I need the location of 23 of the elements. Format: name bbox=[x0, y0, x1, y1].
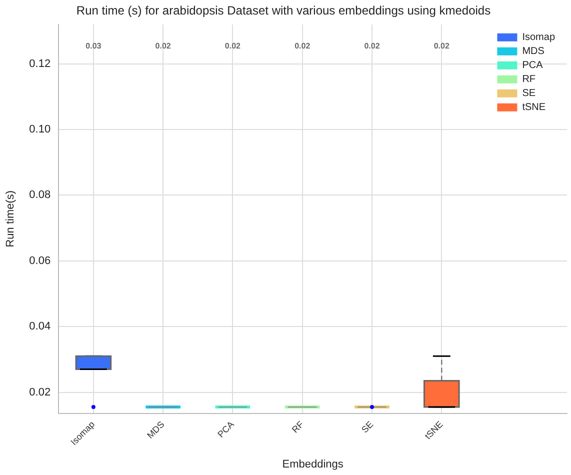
legend-label: tSNE bbox=[522, 102, 546, 114]
y-tick-label: 0.02 bbox=[29, 386, 51, 398]
legend-label: RF bbox=[522, 74, 536, 86]
annotation: 0.02 bbox=[224, 42, 242, 51]
annotation: 0.02 bbox=[434, 42, 450, 51]
legend-label: SE bbox=[522, 88, 536, 100]
y-tick-label: 0.04 bbox=[29, 320, 51, 333]
legend-label: MDS bbox=[522, 46, 545, 58]
annotation: 0.02 bbox=[155, 42, 172, 51]
y-tick-label: 0.08 bbox=[29, 189, 51, 202]
legend-label: Isomap bbox=[522, 32, 556, 44]
annotation: 0.02 bbox=[294, 42, 311, 51]
annotation: 0.02 bbox=[364, 42, 380, 51]
annotation: 0.03 bbox=[86, 42, 102, 51]
y-tick-label: 0.12 bbox=[29, 58, 51, 70]
chart-title: Run time (s) for arabidopsis Dataset with various embeddings using kmedoids bbox=[76, 4, 491, 18]
legend-label: PCA bbox=[522, 60, 544, 72]
x-axis-title: Embeddings bbox=[282, 458, 344, 470]
y-tick-label: 0.10 bbox=[29, 124, 51, 136]
y-axis-title: Run time(s) bbox=[4, 190, 17, 248]
x-tick-label: SE bbox=[360, 419, 376, 435]
x-tick-label: RF bbox=[290, 418, 306, 435]
y-tick-label: 0.06 bbox=[29, 254, 51, 267]
